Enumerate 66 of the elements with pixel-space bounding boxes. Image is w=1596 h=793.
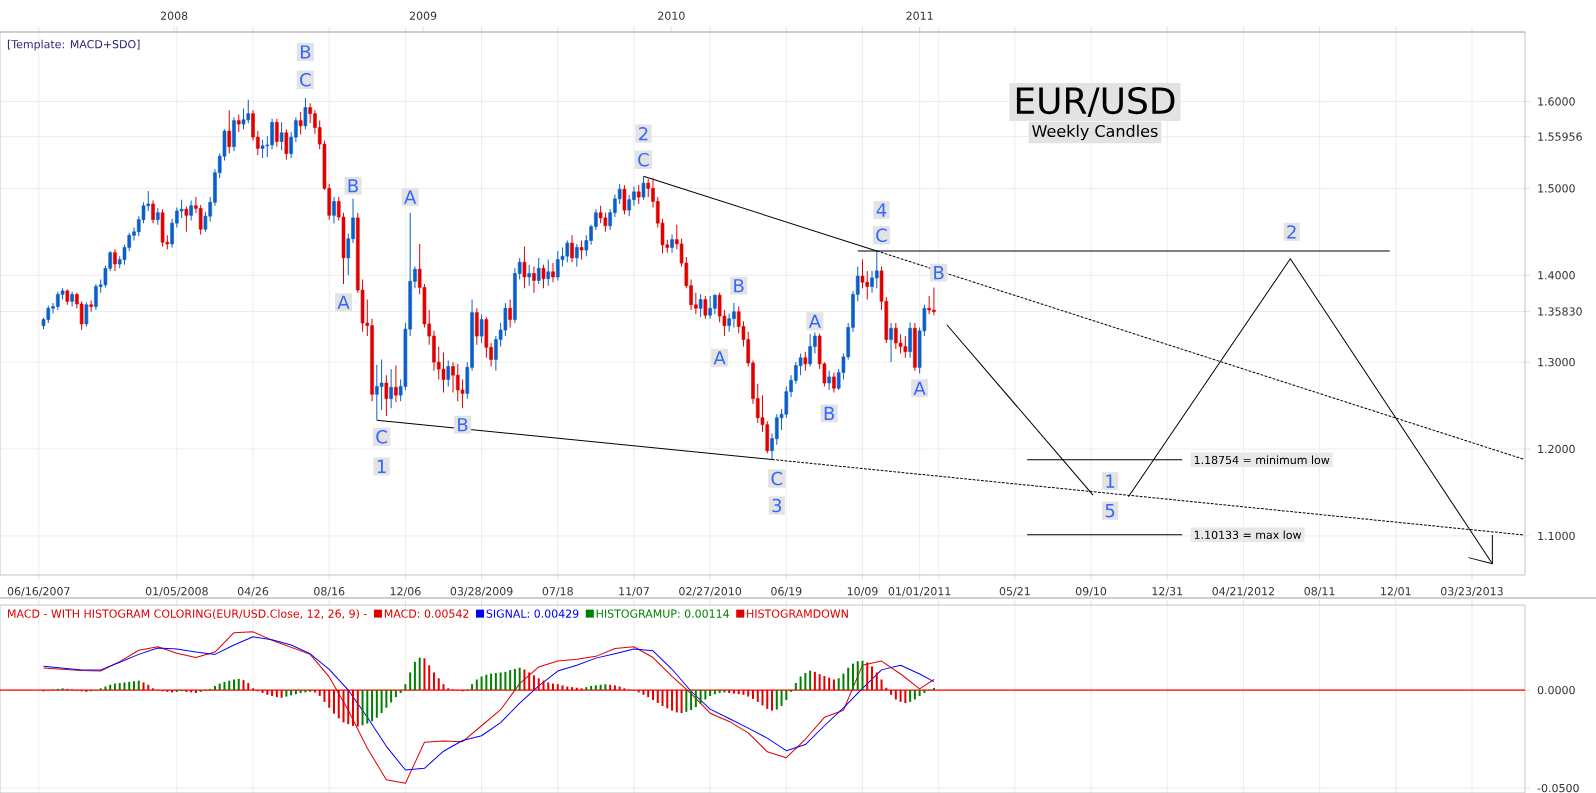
annotation: C: [300, 72, 311, 87]
annotation: 2: [639, 126, 648, 141]
annotation: C: [771, 471, 783, 486]
annotation: C: [376, 430, 387, 444]
x-tick-label: 12/31: [1152, 587, 1183, 597]
legend-label: SIGNAL: 0.00429: [486, 609, 579, 618]
series-label: 1.10133 = max low: [1194, 530, 1302, 539]
annotation: 1: [1106, 474, 1115, 488]
y-tick-label: 1.55956: [1538, 132, 1582, 141]
annotation: B: [934, 266, 944, 280]
x2-tick-label: 2008: [160, 11, 188, 20]
legend-label: HISTOGRAMUP: 0.00114: [596, 609, 730, 618]
annotation: A: [404, 190, 417, 204]
x-tick-label: 04/21/2012: [1212, 587, 1274, 597]
x-tick-label: 11/07: [619, 587, 649, 597]
series-label: 1.18754 = minimum low: [1194, 455, 1330, 465]
x-tick-label: 12/01: [1381, 587, 1411, 597]
x-tick-label: 10/09: [847, 587, 878, 597]
x2-tick-label: 2010: [658, 11, 685, 20]
annotation: 5: [1105, 504, 1115, 518]
x-tick-label: 09/10: [1075, 587, 1107, 597]
annotation: [Template: MACD+SDO]: [7, 39, 140, 51]
annotation: 1: [377, 459, 386, 473]
x-tick-label: 04/26: [237, 587, 269, 597]
y-tick-label: 1.35830: [1538, 307, 1582, 316]
annotation: C: [638, 152, 649, 167]
y-tick-label: -0.0500: [1537, 783, 1579, 793]
text: EUR/USD: [1016, 87, 1175, 118]
x-tick-label: 05/21: [999, 587, 1030, 597]
legend-label: HISTOGRAMDOWN: [747, 609, 848, 618]
annotation: B: [300, 45, 311, 59]
annotation: B: [348, 179, 358, 193]
x2-tick-label: 2009: [409, 11, 437, 20]
annotation: A: [913, 381, 926, 395]
x-tick-label: 07/18: [542, 587, 573, 597]
y-tick-label: 1.3000: [1538, 357, 1575, 367]
x-tick-label: 08/16: [314, 587, 345, 597]
annotation: A: [808, 314, 821, 328]
x2-tick-label: 2011: [906, 11, 933, 20]
x-tick-label: 08/11: [1304, 587, 1335, 597]
annotation: B: [458, 418, 468, 432]
x-tick-label: 01/01/2011: [888, 587, 951, 597]
legend-label: MACD: 0.00542: [384, 609, 469, 618]
x-tick-label: 03/23/2013: [1440, 587, 1503, 597]
chart-title: MACD - WITH HISTOGRAM COLORING(EUR/USD.Close, 12, 26, 9) -: [8, 609, 367, 620]
text: Weekly Candles: [1032, 124, 1158, 141]
x-tick-label: 12/06: [390, 587, 421, 597]
annotation: B: [734, 279, 744, 293]
annotation: 3: [772, 498, 782, 513]
annotation: A: [713, 351, 726, 365]
annotation: B: [824, 406, 835, 420]
annotation: A: [337, 295, 350, 309]
x-tick-label: 02/27/2010: [679, 587, 742, 597]
annotation: 4: [876, 203, 887, 217]
annotation: 2: [1287, 225, 1296, 239]
x-tick-label: 03/28/2009: [450, 587, 513, 597]
y-tick-label: 1.1000: [1538, 531, 1575, 541]
y-tick-label: 0.0000: [1537, 685, 1575, 695]
y-tick-label: 1.6000: [1538, 97, 1575, 106]
x-tick-label: 01/05/2008: [145, 587, 208, 597]
y-tick-label: 1.5000: [1538, 184, 1575, 193]
x-tick-label: 06/16/2007: [7, 587, 70, 597]
x-tick-label: 06/19: [771, 587, 802, 597]
annotation: C: [876, 228, 887, 243]
y-tick-label: 1.4000: [1538, 271, 1575, 280]
y-tick-label: 1.2000: [1538, 444, 1575, 454]
